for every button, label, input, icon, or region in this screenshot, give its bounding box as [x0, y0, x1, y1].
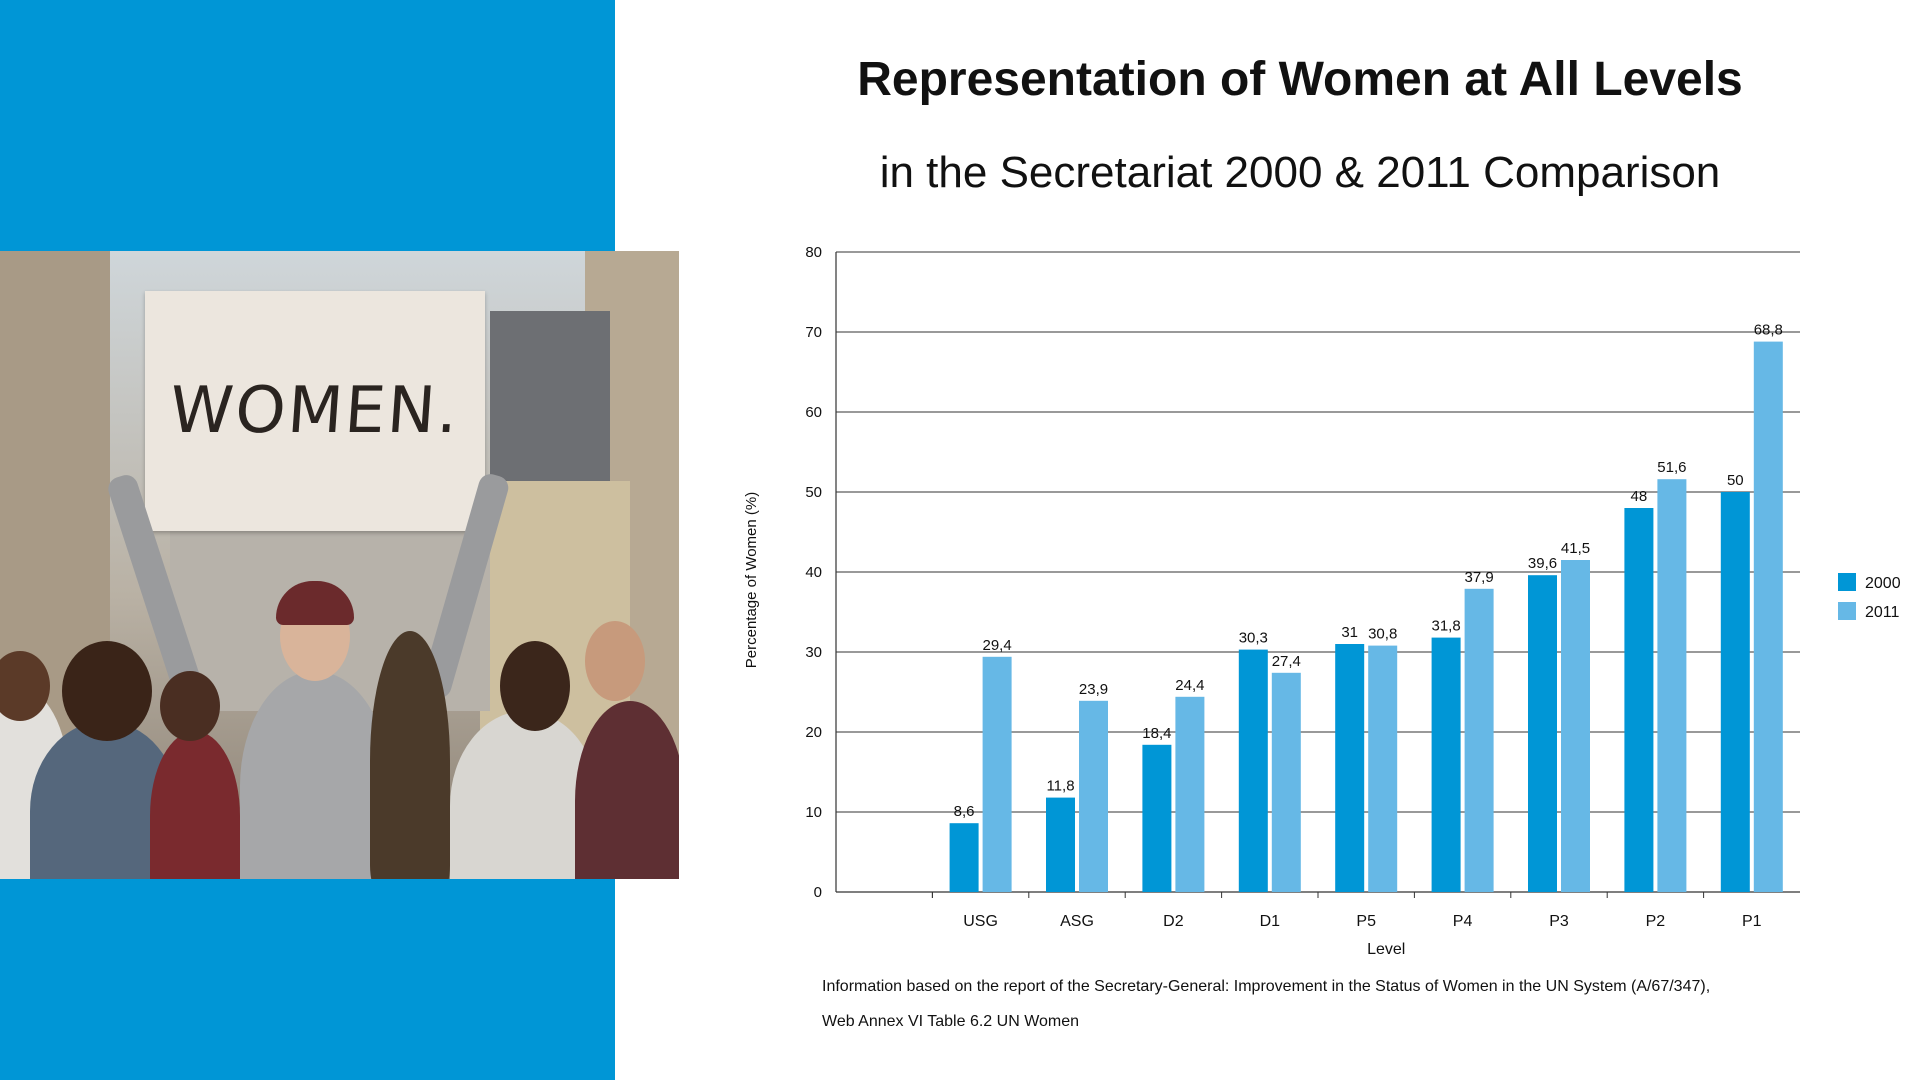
data-label: 23,9	[1079, 681, 1108, 698]
data-label: 50	[1727, 472, 1744, 489]
person-body	[370, 631, 450, 879]
y-tick-label: 30	[805, 644, 822, 661]
legend-label: 2011	[1865, 604, 1900, 621]
person-head	[160, 671, 220, 741]
x-tick-label: P4	[1453, 913, 1473, 930]
person-body	[575, 701, 679, 879]
data-label: 39,6	[1528, 555, 1557, 572]
bar-2011	[1464, 588, 1494, 892]
x-tick-label: P3	[1549, 913, 1569, 930]
data-label: 24,4	[1175, 677, 1204, 694]
data-label: 27,4	[1272, 653, 1301, 670]
person-body	[240, 671, 390, 879]
data-label: 41,5	[1561, 540, 1590, 557]
bar-2011	[1175, 696, 1205, 892]
data-label: 68,8	[1754, 322, 1783, 339]
page-title: Representation of Women at All Levels	[857, 53, 1743, 106]
bar-2000	[1528, 575, 1557, 892]
y-tick-label: 10	[805, 804, 822, 821]
x-tick-label: ASG	[1060, 913, 1094, 930]
bar-2011	[1753, 341, 1783, 893]
bar-2011	[1561, 560, 1590, 892]
data-label: 31	[1341, 624, 1358, 641]
x-tick-label: P2	[1646, 913, 1666, 930]
protest-sign: WOMEN.	[145, 291, 485, 531]
bar-2000	[1238, 649, 1268, 892]
x-tick-label: P5	[1356, 913, 1376, 930]
bar-2011	[1368, 645, 1398, 892]
data-label: 48	[1631, 488, 1648, 505]
y-tick-label: 80	[805, 244, 822, 261]
legend-swatch-2000	[1838, 573, 1856, 591]
y-tick-label: 70	[805, 324, 822, 341]
bar-2000	[1720, 492, 1750, 892]
data-label: 31,8	[1431, 618, 1460, 635]
source-note-line-1: Information based on the report of the S…	[822, 978, 1711, 995]
data-label: 51,6	[1657, 459, 1686, 476]
x-axis-title: Level	[1367, 941, 1405, 958]
person-head	[500, 641, 570, 731]
bar-chart: 0 10 20 30 40 50 60 70 80 USG 8,6 29,4 ASG 11,8 23,9 D2…	[720, 230, 1910, 960]
sign-text: WOMEN.	[167, 374, 463, 448]
data-label: 11,8	[1046, 778, 1074, 795]
data-label: 37,9	[1464, 569, 1493, 586]
bar-2000	[1431, 637, 1461, 892]
bar-2011	[1079, 700, 1108, 892]
data-label: 8,6	[954, 803, 975, 820]
bar-2011	[1271, 672, 1301, 892]
data-label: 18,4	[1142, 725, 1171, 742]
y-axis-title: Percentage of Women (%)	[743, 492, 760, 668]
x-tick-label: USG	[963, 913, 998, 930]
y-tick-label: 40	[805, 564, 822, 581]
bar-chart-svg: 0 10 20 30 40 50 60 70 80 USG 8,6 29,4 ASG 11,8 23,9 D2…	[743, 244, 1901, 958]
building-tower	[490, 311, 610, 511]
protest-photo: WOMEN.	[0, 251, 679, 879]
bar-2000	[1624, 508, 1654, 892]
person-head	[62, 641, 152, 741]
bar-2000	[1335, 644, 1365, 892]
bar-2000	[949, 823, 979, 892]
bar-2011	[982, 656, 1012, 892]
data-label: 30,8	[1368, 626, 1397, 643]
source-note-line-2: Web Annex VI Table 6.2 UN Women	[822, 1013, 1080, 1030]
y-tick-label: 0	[814, 884, 822, 901]
bar-2011	[1657, 479, 1687, 892]
bar-2000	[1046, 797, 1075, 892]
x-tick-label: D1	[1260, 913, 1281, 930]
data-label: 30,3	[1239, 630, 1268, 647]
legend-swatch-2011	[1838, 602, 1856, 620]
bar-2000	[1142, 744, 1172, 892]
legend-label: 2000	[1865, 575, 1901, 592]
x-tick-label: P1	[1742, 913, 1762, 930]
person-head	[585, 621, 645, 701]
y-tick-label: 60	[805, 404, 822, 421]
person-head	[0, 651, 50, 721]
x-tick-label: D2	[1163, 913, 1184, 930]
person-body	[150, 731, 240, 879]
page-subtitle: in the Secretariat 2000 & 2011 Compariso…	[879, 148, 1721, 197]
y-tick-label: 20	[805, 724, 822, 741]
y-tick-label: 50	[805, 484, 822, 501]
data-label: 29,4	[982, 637, 1011, 654]
